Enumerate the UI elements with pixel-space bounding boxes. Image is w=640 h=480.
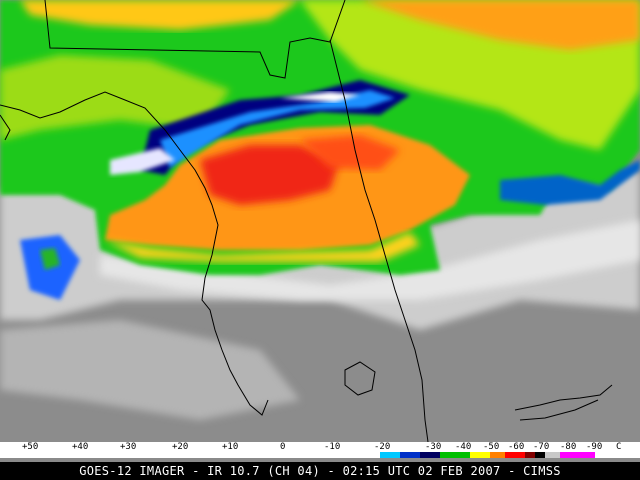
ir-satellite-imagery (0, 0, 640, 442)
low-cloud-scatter (0, 320, 300, 420)
colorbar-swatch-end (595, 452, 640, 458)
low-cloud-patch (100, 220, 640, 300)
colorbar-swatch-red (505, 452, 525, 458)
colorbar-swatch-warm (0, 452, 380, 458)
convective-complex-yellow-edge (105, 232, 420, 262)
scattered-cloud-pixels-green (40, 248, 60, 270)
white-cloud-edge-west (110, 148, 175, 175)
colorbar-swatch-green (440, 452, 470, 458)
coastline-overlay (0, 0, 613, 442)
bahamas-island (514, 384, 613, 421)
colorbar-label-strip (0, 442, 640, 452)
storm-south-boundary (500, 160, 640, 205)
colorbar-swatch-orange (490, 452, 505, 458)
cold-cloud-top-northeast (360, 0, 640, 50)
colorbar-swatch-cyan (380, 452, 400, 458)
convective-core-red (200, 145, 340, 205)
temperature-colorbar (0, 442, 640, 458)
colorbar-swatch-gray-dark (535, 452, 545, 458)
florida-east-coast (329, 39, 429, 442)
colorbar-swatch-blue (400, 452, 420, 458)
convective-core-red-east (300, 135, 400, 170)
lake-okeechobee (344, 361, 376, 396)
colorbar-swatch-darkred (525, 452, 535, 458)
colorbar-swatch-navy (420, 452, 440, 458)
yellow-green-cloud-west (0, 55, 230, 140)
image-caption: GOES-12 IMAGER - IR 10.7 (CH 04) - 02:15… (0, 462, 640, 480)
colorbar-swatch-magenta (560, 452, 595, 458)
alabama-coast (0, 114, 11, 141)
cyan-cloud-edge (160, 90, 395, 168)
colorbar-swatch-gray (545, 452, 560, 458)
colorbar-swatch-yellow (470, 452, 490, 458)
white-cloud-edge (280, 92, 360, 102)
state-border-georgia-alabama (44, 0, 346, 79)
florida-panhandle-coast (0, 91, 269, 416)
cold-cloud-top-north (20, 0, 300, 30)
